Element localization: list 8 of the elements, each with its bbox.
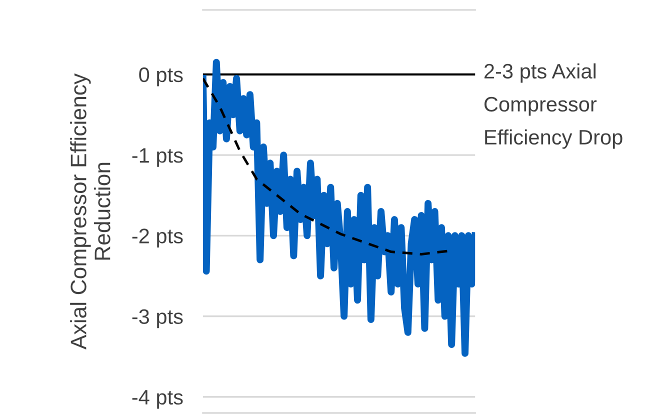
ref-line-label: 2-3 pts Axial Compressor Efficiency Drop: [484, 63, 622, 149]
y-tick-label: 0 pts: [139, 67, 183, 86]
y-tick-label: -4 pts: [132, 390, 183, 409]
y-axis-title: Axial Compressor Efficiency Reduction: [70, 73, 110, 350]
y-tick-label: -2 pts: [132, 228, 183, 248]
y-tick-label: -1 pts: [132, 148, 183, 167]
y-tick-label: -3 pts: [132, 309, 183, 328]
line-series: [202, 77, 450, 256]
